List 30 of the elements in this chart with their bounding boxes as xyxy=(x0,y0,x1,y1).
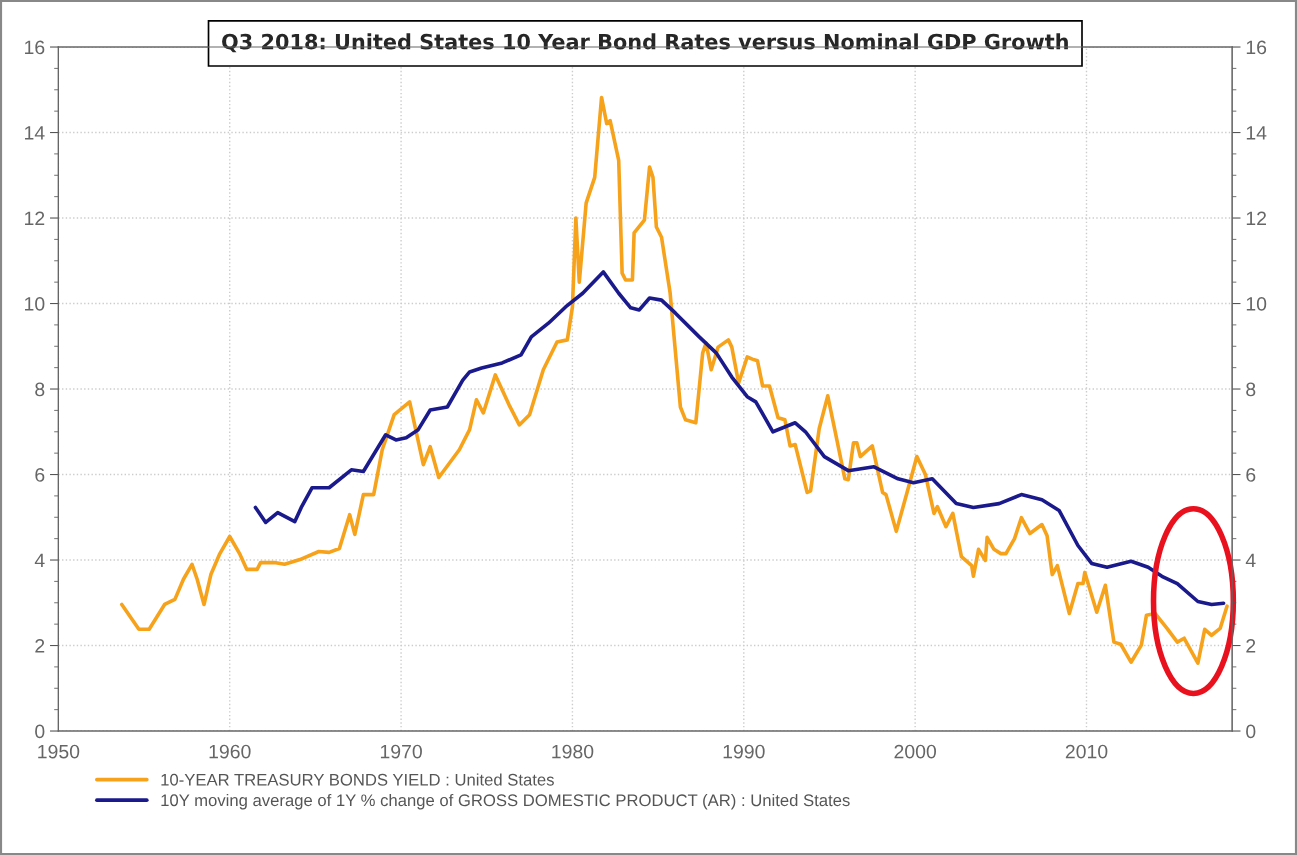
y-tick-label: 12 xyxy=(25,211,45,226)
x-tick-label: 1950 xyxy=(38,744,80,759)
y2-tick-label: 12 xyxy=(1246,211,1266,226)
y2-tick-label: 8 xyxy=(1246,382,1256,397)
legend-label: 10-YEAR TREASURY BONDS YIELD : United States xyxy=(161,773,554,786)
y2-tick-label: 14 xyxy=(1246,126,1267,140)
line-series xyxy=(253,270,1226,607)
y-tick-label: 14 xyxy=(25,126,45,140)
y2-tick-label: 16 xyxy=(1246,40,1267,55)
x-tick-label: 1980 xyxy=(552,744,594,759)
y2-tick-label: 4 xyxy=(1245,553,1256,568)
y2-tick-label: 6 xyxy=(1246,467,1256,482)
x-tick-label: 1960 xyxy=(209,744,251,759)
y-tick-label: 16 xyxy=(25,40,45,55)
legend-label: 10Y moving average of 1Y % change of GROSS DOMESTIC PRODUCT (AR) : United States xyxy=(161,793,850,810)
y2-tick-label: 2 xyxy=(1246,638,1256,653)
x-tick-label: 1990 xyxy=(723,744,765,759)
x-tick-label: 2010 xyxy=(1065,744,1108,759)
y2-tick-label: 0 xyxy=(1246,724,1256,739)
x-tick-label: 2000 xyxy=(894,744,937,759)
y-tick-label: 2 xyxy=(35,638,45,653)
chart-title: Q3 2018: United States 10 Year Bond Rates versus Nominal GDP Growth xyxy=(222,33,1068,53)
x-tick-label: 1970 xyxy=(380,744,422,759)
y-tick-label: 8 xyxy=(35,382,45,397)
line-series xyxy=(119,95,1229,665)
y-tick-label: 4 xyxy=(34,553,45,568)
y-tick-label: 6 xyxy=(35,467,45,482)
y2-tick-label: 10 xyxy=(1246,296,1267,311)
y-tick-label: 10 xyxy=(25,296,45,311)
y-tick-label: 0 xyxy=(35,724,45,739)
